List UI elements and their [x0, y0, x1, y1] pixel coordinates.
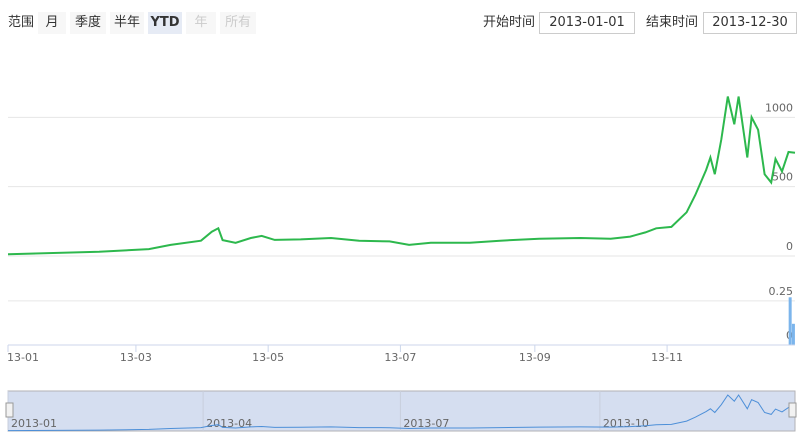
- volume-bar: [791, 323, 795, 345]
- range-button[interactable]: 半年: [110, 12, 144, 34]
- y-tick-label: 0.25: [769, 285, 794, 298]
- range-button[interactable]: YTD: [148, 12, 182, 34]
- x-tick-label: 13-03: [120, 351, 152, 364]
- x-tick-label: 13-01: [7, 351, 39, 364]
- range-button[interactable]: 季度: [70, 12, 106, 34]
- end-label: 结束时间: [646, 15, 699, 30]
- navigator-handle[interactable]: [788, 402, 797, 418]
- y-tick-label: 1000: [765, 101, 793, 114]
- range-button: 所有: [220, 12, 256, 34]
- start-date-input[interactable]: 2013-01-01: [539, 12, 635, 34]
- end-date-input[interactable]: 2013-12-30: [703, 12, 797, 34]
- navigator-tick-label: 2013-10: [603, 417, 649, 430]
- navigator-tick-label: 2013-04: [206, 417, 252, 430]
- navigator-tick-label: 2013-01: [11, 417, 57, 430]
- navigator-mask: [7, 390, 796, 432]
- navigator-line: [7, 394, 796, 432]
- price-line: [7, 96, 796, 256]
- x-tick-label: 13-05: [252, 351, 284, 364]
- x-tick-label: 13-09: [519, 351, 551, 364]
- navigator-tick-label: 2013-07: [403, 417, 449, 430]
- x-tick-label: 13-07: [384, 351, 416, 364]
- navigator-handle[interactable]: [5, 402, 14, 418]
- volume-bar: [788, 297, 792, 345]
- y-tick-label: 0: [786, 240, 793, 253]
- range-label: 范围: [8, 15, 35, 30]
- start-label: 开始时间: [483, 15, 536, 30]
- range-button[interactable]: 月: [38, 12, 66, 34]
- x-tick-label: 13-11: [651, 351, 683, 364]
- range-button: 年: [186, 12, 216, 34]
- y-tick-label: 500: [772, 171, 793, 184]
